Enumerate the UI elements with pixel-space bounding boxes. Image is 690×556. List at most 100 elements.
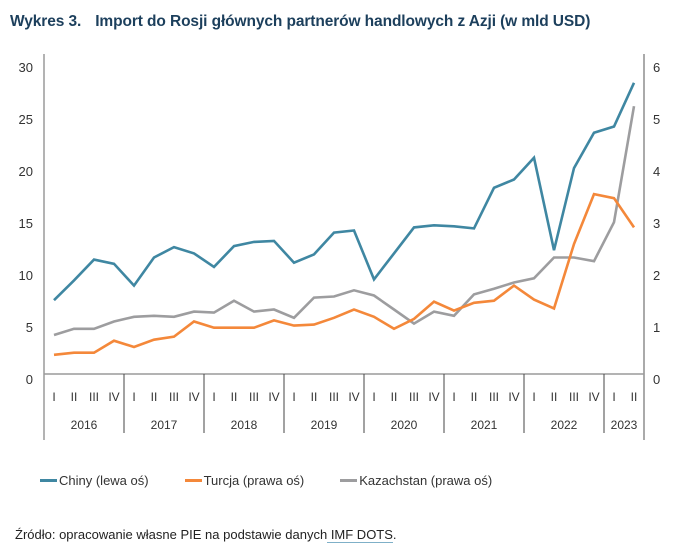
series-line-kazachstan	[53, 105, 636, 337]
right-tick-label: 5	[653, 112, 660, 127]
quarter-label: III	[329, 390, 339, 404]
chart-number: Wykres 3.	[10, 13, 82, 30]
year-label: 2022	[551, 418, 578, 432]
data-point-chiny	[513, 178, 516, 181]
quarter-label: II	[151, 390, 158, 404]
quarter-label: I	[452, 390, 455, 404]
quarter-label: I	[612, 390, 615, 404]
legend-item-turcja: Turcja (prawa oś)	[184, 473, 305, 488]
left-tick-label: 15	[19, 216, 33, 231]
left-tick-label: 20	[19, 164, 33, 179]
quarter-label: II	[231, 390, 238, 404]
data-point-turcja	[353, 308, 356, 311]
source-link[interactable]: IMF DOTS	[327, 527, 393, 543]
data-point-chiny	[613, 125, 616, 128]
data-point-turcja	[633, 226, 636, 229]
data-point-chiny	[453, 225, 456, 228]
legend-swatch-kazachstan	[340, 479, 358, 482]
series-line-chiny	[53, 82, 636, 302]
legend-label-kazachstan: Kazachstan (prawa oś)	[359, 473, 493, 488]
data-point-chiny	[93, 258, 96, 261]
quarter-label: I	[532, 390, 535, 404]
data-point-kazachstan	[93, 327, 96, 330]
right-tick-label: 6	[653, 60, 660, 75]
data-point-kazachstan	[313, 296, 316, 299]
data-point-kazachstan	[133, 316, 136, 319]
legend-label-turcja: Turcja (prawa oś)	[203, 473, 305, 488]
data-point-kazachstan	[593, 260, 596, 263]
data-point-chiny	[533, 156, 536, 159]
source-note: Źródło: opracowanie własne PIE na podsta…	[15, 527, 397, 543]
quarter-label: II	[631, 390, 638, 404]
data-point-turcja	[493, 299, 496, 302]
quarter-label: III	[89, 390, 99, 404]
data-point-chiny	[273, 240, 276, 243]
data-point-turcja	[333, 317, 336, 320]
data-point-turcja	[593, 193, 596, 196]
data-point-chiny	[573, 167, 576, 170]
data-point-kazachstan	[373, 294, 376, 297]
data-point-kazachstan	[413, 322, 416, 325]
data-point-kazachstan	[333, 295, 336, 298]
data-point-turcja	[453, 309, 456, 312]
legend-swatch-chiny	[40, 479, 57, 482]
year-label: 2016	[71, 418, 98, 432]
quarter-label: IV	[428, 390, 439, 404]
year-label: 2018	[231, 418, 258, 432]
series-line-turcja	[53, 192, 636, 357]
source-suffix: .	[392, 527, 397, 542]
quarter-label: IV	[588, 390, 599, 404]
data-point-kazachstan	[433, 310, 436, 313]
data-point-chiny	[53, 299, 56, 302]
data-point-chiny	[213, 266, 216, 269]
data-point-kazachstan	[293, 317, 296, 320]
right-tick-label: 2	[653, 268, 660, 283]
quarter-label: II	[471, 390, 478, 404]
quarter-label: I	[132, 390, 135, 404]
quarter-label: II	[311, 390, 318, 404]
data-point-turcja	[93, 351, 96, 354]
data-point-turcja	[233, 326, 236, 329]
quarter-label: IV	[508, 390, 519, 404]
data-point-kazachstan	[513, 281, 516, 284]
quarter-label: I	[52, 390, 55, 404]
data-point-turcja	[173, 335, 176, 338]
quarter-label: II	[551, 390, 558, 404]
year-label: 2020	[391, 418, 418, 432]
data-point-turcja	[473, 301, 476, 304]
legend: Chiny (lewa oś) Turcja (prawa oś) Kazach…	[40, 473, 528, 488]
data-point-turcja	[113, 339, 116, 342]
data-point-kazachstan	[573, 256, 576, 259]
quarter-label: III	[569, 390, 579, 404]
source-link-text[interactable]: IMF DOTS	[330, 527, 393, 542]
data-point-turcja	[393, 327, 396, 330]
data-point-kazachstan	[233, 299, 236, 302]
legend-item-chiny: Chiny (lewa oś)	[40, 473, 149, 488]
data-point-chiny	[333, 231, 336, 234]
data-point-chiny	[633, 82, 636, 85]
quarter-label: IV	[268, 390, 279, 404]
data-point-chiny	[393, 252, 396, 255]
right-tick-label: 0	[653, 372, 660, 387]
quarter-label: I	[292, 390, 295, 404]
data-point-turcja	[413, 318, 416, 321]
data-point-kazachstan	[273, 308, 276, 311]
right-tick-label: 3	[653, 216, 660, 231]
chart-title: Wykres 3. Import do Rosji głównych partne…	[10, 13, 590, 31]
legend-swatch-turcja	[184, 479, 202, 482]
data-point-chiny	[293, 261, 296, 264]
data-point-kazachstan	[353, 289, 356, 292]
year-label: 2023	[611, 418, 638, 432]
data-point-kazachstan	[533, 277, 536, 280]
quarter-label: III	[249, 390, 259, 404]
data-point-chiny	[593, 131, 596, 134]
right-tick-label: 4	[653, 164, 660, 179]
data-point-kazachstan	[393, 308, 396, 311]
data-point-kazachstan	[553, 256, 556, 259]
data-point-turcja	[133, 346, 136, 349]
quarter-label: II	[391, 390, 398, 404]
data-point-turcja	[73, 351, 76, 354]
data-point-chiny	[113, 262, 116, 265]
right-tick-label: 1	[653, 320, 660, 335]
